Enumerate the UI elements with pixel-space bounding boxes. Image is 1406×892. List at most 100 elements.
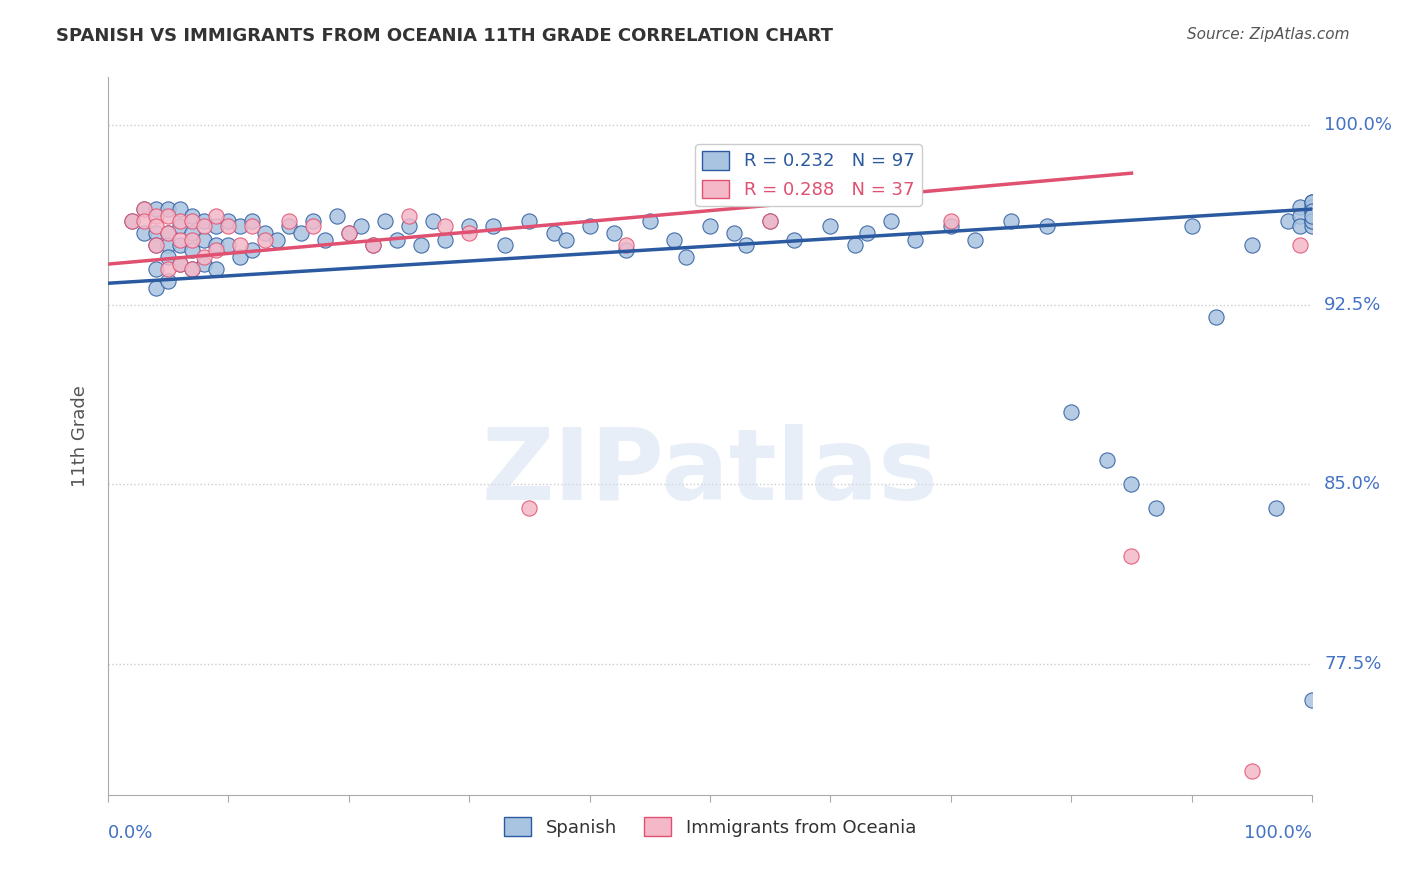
Point (1121, 477, 1143, 491)
Point (145, 281, 167, 295)
Point (939, 214, 962, 228)
Point (759, 214, 782, 228)
Point (205, 219, 228, 233)
Point (1289, 200, 1312, 214)
Point (157, 250, 180, 264)
Point (205, 243, 228, 257)
Point (1301, 194, 1323, 209)
Point (157, 226, 180, 240)
Text: SPANISH VS IMMIGRANTS FROM OCEANIA 11TH GRADE CORRELATION CHART: SPANISH VS IMMIGRANTS FROM OCEANIA 11TH … (56, 27, 834, 45)
Point (145, 209, 167, 223)
Point (205, 261, 228, 276)
Point (385, 233, 408, 247)
Point (1301, 204, 1323, 219)
Point (229, 219, 252, 233)
Point (398, 219, 420, 233)
Point (434, 233, 457, 247)
Point (458, 219, 481, 233)
Point (193, 257, 215, 271)
Point (458, 226, 481, 240)
Point (314, 233, 336, 247)
Point (217, 238, 239, 252)
Point (181, 261, 204, 276)
Point (361, 238, 384, 252)
Point (169, 238, 191, 252)
Point (1289, 209, 1312, 223)
Point (361, 238, 384, 252)
Point (1240, 764, 1263, 779)
Point (554, 233, 576, 247)
Point (1301, 194, 1323, 209)
Point (169, 257, 191, 271)
Point (253, 233, 276, 247)
Point (1289, 219, 1312, 233)
Point (205, 238, 228, 252)
Point (422, 214, 444, 228)
Point (1301, 204, 1323, 219)
Point (1301, 214, 1323, 228)
Point (409, 238, 432, 252)
Point (242, 243, 264, 257)
Y-axis label: 11th Grade: 11th Grade (72, 385, 89, 487)
Point (253, 226, 276, 240)
Point (169, 214, 191, 228)
Point (169, 257, 191, 271)
Text: ZIPatlas: ZIPatlas (482, 424, 938, 521)
Text: 0.0%: 0.0% (108, 824, 153, 842)
Point (939, 219, 962, 233)
Point (169, 233, 191, 247)
Point (434, 219, 457, 233)
Point (1240, 238, 1263, 252)
Point (337, 226, 360, 240)
Point (783, 233, 806, 247)
Point (157, 274, 180, 288)
Point (193, 214, 215, 228)
Point (602, 226, 624, 240)
Point (398, 209, 420, 223)
Point (1301, 209, 1323, 223)
Point (1265, 501, 1288, 516)
Point (145, 202, 167, 216)
Point (157, 209, 180, 223)
Point (494, 238, 516, 252)
Point (735, 238, 758, 252)
Text: 100.0%: 100.0% (1324, 116, 1392, 135)
Text: Source: ZipAtlas.com: Source: ZipAtlas.com (1187, 27, 1350, 42)
Point (169, 202, 191, 216)
Point (820, 219, 842, 233)
Point (1301, 219, 1323, 233)
Point (855, 226, 877, 240)
Point (1036, 219, 1059, 233)
Point (290, 226, 312, 240)
Point (181, 226, 204, 240)
Point (723, 226, 745, 240)
Point (145, 238, 167, 252)
Point (337, 226, 360, 240)
Point (301, 219, 323, 233)
Point (662, 233, 685, 247)
Point (1060, 405, 1083, 419)
Point (193, 250, 215, 264)
Point (121, 214, 143, 228)
Point (193, 233, 215, 247)
Point (904, 233, 927, 247)
Point (844, 238, 866, 252)
Point (145, 219, 167, 233)
Text: 92.5%: 92.5% (1324, 296, 1382, 314)
Point (1181, 219, 1204, 233)
Point (181, 243, 204, 257)
Point (638, 214, 661, 228)
Point (121, 214, 143, 228)
Point (482, 219, 505, 233)
Point (699, 219, 721, 233)
Point (1277, 214, 1299, 228)
Point (132, 226, 155, 240)
Point (350, 219, 373, 233)
Point (132, 202, 155, 216)
Point (963, 233, 986, 247)
Point (145, 238, 167, 252)
Legend: Spanish, Immigrants from Oceania: Spanish, Immigrants from Oceania (496, 810, 924, 844)
Point (277, 219, 299, 233)
Point (614, 243, 637, 257)
Point (229, 250, 252, 264)
